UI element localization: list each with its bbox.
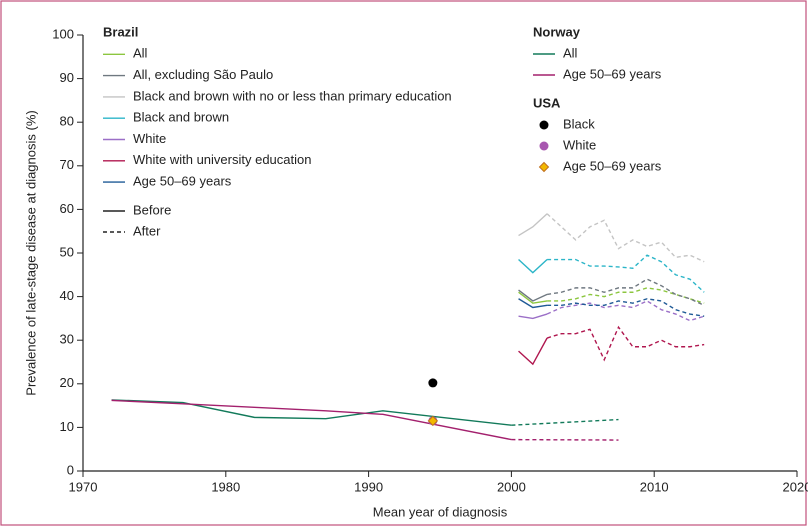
legend-label: All [133, 46, 148, 61]
series-line [518, 259, 548, 274]
y-tick-label: 0 [67, 462, 74, 477]
y-axis-label: Prevalence of late-stage disease at diag… [23, 110, 38, 395]
x-tick-label: 1970 [69, 479, 98, 494]
series-line [518, 313, 548, 320]
legend-label: White with university education [133, 152, 311, 167]
series-line [518, 291, 548, 304]
series-line [518, 298, 548, 309]
x-tick-label: 2000 [497, 479, 526, 494]
point [428, 378, 438, 388]
legend-marker [538, 161, 550, 173]
legend-marker [539, 120, 549, 130]
x-tick-label: 1980 [211, 479, 240, 494]
legend-label: White [133, 131, 166, 146]
legend-label: Age 50–69 years [133, 174, 232, 189]
legend-label: Age 50–69 years [563, 158, 662, 173]
legend-marker [539, 141, 549, 151]
y-tick-label: 60 [60, 201, 74, 216]
y-tick-label: 70 [60, 157, 74, 172]
legend-label: Black and brown [133, 110, 229, 125]
y-tick-label: 20 [60, 375, 74, 390]
series-line [518, 213, 548, 237]
y-tick-label: 100 [52, 26, 74, 41]
y-tick-label: 90 [60, 70, 74, 85]
y-tick-label: 30 [60, 332, 74, 347]
x-axis-label: Mean year of diagnosis [373, 504, 508, 519]
series-line [546, 278, 705, 306]
series-line [111, 399, 512, 441]
legend-title: USA [533, 95, 561, 110]
legend-label: White [563, 137, 596, 152]
y-tick-label: 80 [60, 114, 74, 129]
y-tick-label: 50 [60, 244, 74, 259]
series-line [518, 289, 548, 302]
legend-title: Norway [533, 24, 581, 39]
legend-label: All [563, 45, 578, 60]
series-line [546, 213, 705, 263]
series-line [511, 418, 619, 426]
series-line [547, 287, 705, 304]
legend-label: Before [133, 202, 171, 217]
legend-label: All, excluding São Paulo [133, 67, 273, 82]
y-tick-label: 10 [60, 419, 74, 434]
series-line [518, 337, 548, 366]
legend-title: Brazil [103, 24, 138, 39]
x-tick-label: 1990 [354, 479, 383, 494]
legend-label: Age 50–69 years [563, 66, 662, 81]
x-tick-label: 2010 [640, 479, 669, 494]
point [427, 415, 439, 427]
series-line [111, 399, 512, 426]
x-tick-label: 2020 [783, 479, 808, 494]
series-line [547, 298, 705, 317]
legend-label: After [133, 223, 161, 238]
legend-label: Black and brown with no or less than pri… [133, 88, 452, 103]
series-line [547, 254, 705, 293]
legend-label: Black [563, 116, 595, 131]
series-line [546, 325, 705, 362]
y-tick-label: 40 [60, 288, 74, 303]
